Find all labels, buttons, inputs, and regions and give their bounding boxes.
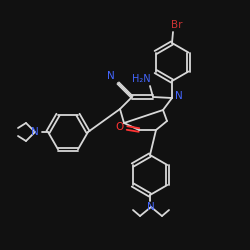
Text: N: N	[107, 71, 115, 81]
Text: N: N	[31, 127, 39, 137]
Text: H₂N: H₂N	[132, 74, 150, 84]
Text: O: O	[115, 122, 123, 132]
Text: N: N	[147, 202, 155, 212]
Text: Br: Br	[171, 20, 183, 30]
Text: N: N	[175, 91, 183, 101]
